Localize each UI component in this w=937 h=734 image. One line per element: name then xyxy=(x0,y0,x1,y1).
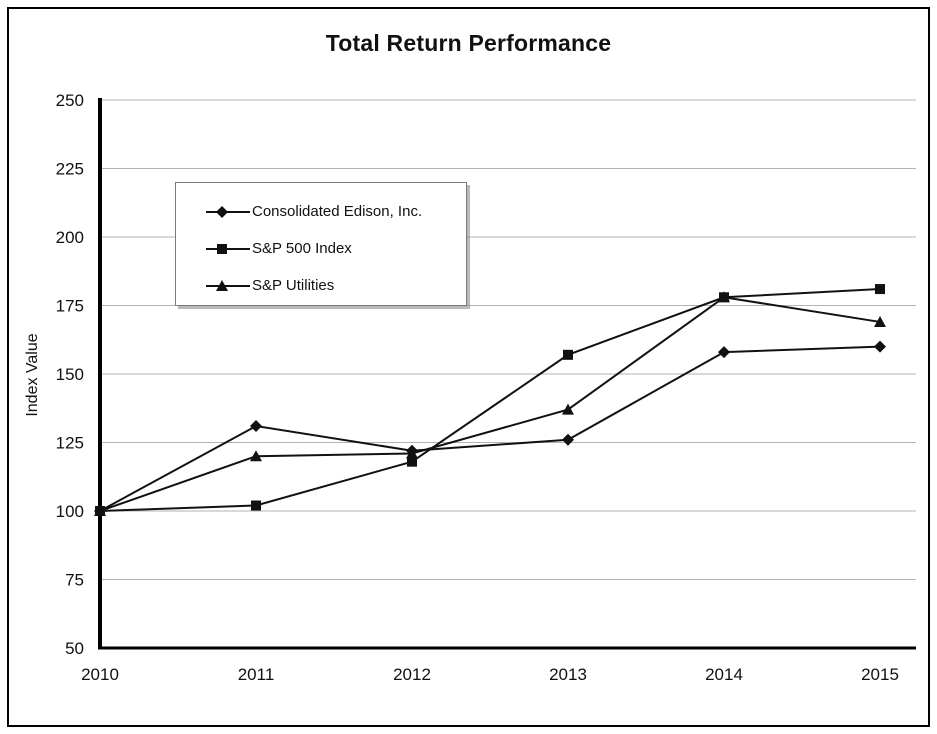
square-marker xyxy=(407,456,417,467)
y-axis-tick-label: 200 xyxy=(56,228,84,247)
diamond-marker xyxy=(250,420,262,433)
series-line-2 xyxy=(99,296,881,512)
square-marker xyxy=(217,243,227,254)
triangle-marker xyxy=(406,447,418,459)
legend-label: S&P 500 Index xyxy=(252,240,352,257)
triangle-marker xyxy=(718,291,730,303)
diamond-marker xyxy=(874,340,886,353)
triangle-marker xyxy=(216,279,228,291)
x-axis-tick-label: 2013 xyxy=(549,665,587,684)
y-axis-tick-label: 250 xyxy=(56,91,84,110)
square-marker xyxy=(875,284,885,295)
diamond-marker xyxy=(562,433,574,446)
legend-label: S&P Utilities xyxy=(252,277,335,294)
y-axis-tick-label: 150 xyxy=(56,365,84,384)
triangle-marker-icon xyxy=(206,279,250,291)
y-axis-tick-label: 50 xyxy=(65,639,84,658)
diamond-marker xyxy=(718,346,730,359)
series-line-1 xyxy=(99,288,881,512)
legend-item: Consolidated Edison, Inc. xyxy=(206,193,466,230)
series-line-0 xyxy=(99,345,881,512)
legend-label: Consolidated Edison, Inc. xyxy=(252,203,423,220)
y-axis-tick-label: 75 xyxy=(65,571,84,590)
square-marker xyxy=(251,500,261,511)
chart-title: Total Return Performance xyxy=(325,30,612,56)
y-axis-tick-label: 175 xyxy=(56,297,84,316)
square-marker xyxy=(563,349,573,360)
x-axis-tick-label: 2015 xyxy=(861,665,899,684)
legend-item: S&P 500 Index xyxy=(206,230,466,267)
x-axis-tick-label: 2012 xyxy=(393,665,431,684)
diamond-marker-icon xyxy=(206,205,250,218)
triangle-marker xyxy=(250,450,262,462)
y-axis-tick-label: 100 xyxy=(56,502,84,521)
x-axis-tick-label: 2011 xyxy=(238,665,275,684)
x-axis-tick-label: 2014 xyxy=(705,665,743,684)
legend-item: S&P Utilities xyxy=(206,267,466,304)
chart-legend: Consolidated Edison, Inc. S&P 500 Index S&… xyxy=(175,182,467,306)
triangle-marker xyxy=(94,505,106,516)
triangle-marker xyxy=(562,403,574,415)
diamond-marker xyxy=(216,205,228,218)
y-axis-tick-label: 225 xyxy=(56,160,84,179)
square-marker-icon xyxy=(206,243,250,254)
triangle-marker xyxy=(874,315,886,327)
y-axis-tick-label: 125 xyxy=(56,434,84,453)
x-axis-tick-label: 2010 xyxy=(81,665,119,684)
